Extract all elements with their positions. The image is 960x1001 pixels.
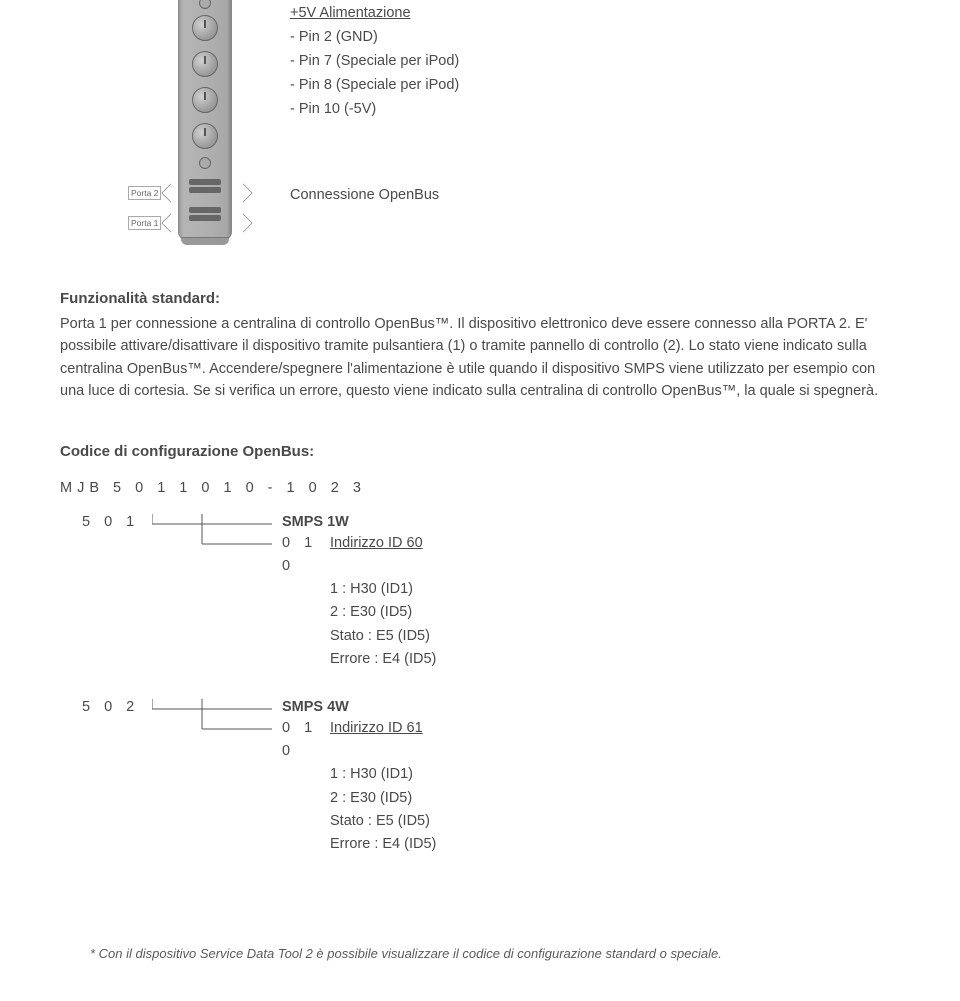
device-pin-section: Porta 2 Porta 1 +5V Alimentazione - Pin … xyxy=(60,0,900,260)
config-line: 1 : H30 (ID1) xyxy=(330,578,436,601)
config-line: Stato : E5 (ID5) xyxy=(330,625,436,648)
config-row: 5 0 1 SMPS 1W 0 1 0 Indirizzo ID 60 xyxy=(82,514,900,671)
config-sub-prefix: 0 1 0 xyxy=(282,717,330,763)
config-line: Errore : E4 (ID5) xyxy=(330,833,436,856)
config-code-section: Codice di configurazione OpenBus: MJB 5 … xyxy=(60,443,900,856)
pin-item: - Pin 2 (GND) xyxy=(290,26,459,50)
config-left: 5 0 2 xyxy=(82,699,152,715)
config-line: 2 : E30 (ID5) xyxy=(330,787,436,810)
config-line: Errore : E4 (ID5) xyxy=(330,648,436,671)
config-row: 5 0 2 SMPS 4W 0 1 0 Indirizzo ID 61 xyxy=(82,699,900,856)
pin-header: +5V Alimentazione xyxy=(290,2,459,26)
config-sub-underline: Indirizzo ID 61 xyxy=(330,717,423,763)
config-mjb: MJB 5 0 1 1 0 1 0 - 1 0 2 3 xyxy=(60,480,900,496)
config-heading: Codice di configurazione OpenBus: xyxy=(60,443,900,460)
config-line: 2 : E30 (ID5) xyxy=(330,601,436,624)
footnote: * Con il dispositivo Service Data Tool 2… xyxy=(60,946,900,961)
config-title: SMPS 1W xyxy=(282,514,436,530)
config-left: 5 0 1 xyxy=(82,514,152,530)
config-line: 1 : H30 (ID1) xyxy=(330,763,436,786)
config-sub-underline: Indirizzo ID 60 xyxy=(330,532,423,578)
config-sub-prefix: 0 1 0 xyxy=(282,532,330,578)
config-title: SMPS 4W xyxy=(282,699,436,715)
pin-list: +5V Alimentazione - Pin 2 (GND) - Pin 7 … xyxy=(290,0,459,208)
config-line: Stato : E5 (ID5) xyxy=(330,810,436,833)
device-illustration: Porta 2 Porta 1 xyxy=(60,0,290,260)
pin-item: - Pin 8 (Speciale per iPod) xyxy=(290,74,459,98)
functionality-heading: Funzionalità standard: xyxy=(60,290,900,307)
porta1-text: Connessione OpenBus xyxy=(290,184,459,208)
functionality-section: Funzionalità standard: Porta 1 per conne… xyxy=(60,290,900,403)
porta2-label: Porta 2 xyxy=(128,186,161,200)
pin-item: - Pin 10 (-5V) xyxy=(290,98,459,122)
functionality-text: Porta 1 per connessione a centralina di … xyxy=(60,313,900,403)
porta1-label: Porta 1 xyxy=(128,216,161,230)
pin-item: - Pin 7 (Speciale per iPod) xyxy=(290,50,459,74)
